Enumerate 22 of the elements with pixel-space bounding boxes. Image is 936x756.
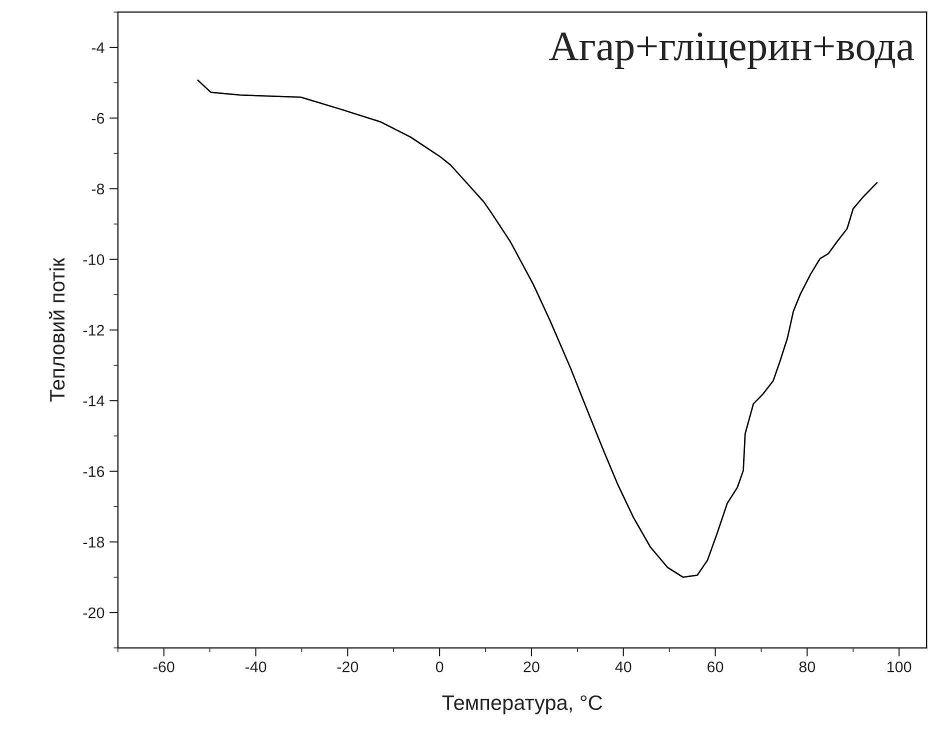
x-tick-label: 0 xyxy=(436,661,444,672)
y-tick-label: -16 xyxy=(83,466,104,477)
x-axis-title: Температура, °C xyxy=(442,695,602,714)
y-tick-label: -12 xyxy=(83,324,104,336)
x-tick-label: -40 xyxy=(245,661,266,672)
x-tick-label: 80 xyxy=(799,661,816,672)
x-tick-label: 60 xyxy=(708,661,724,672)
y-tick-label: -18 xyxy=(83,536,104,548)
line-series xyxy=(197,80,878,578)
x-tick-label: 40 xyxy=(615,661,632,672)
x-tick-label: -60 xyxy=(154,661,174,672)
y-tick-label: -14 xyxy=(83,396,104,406)
y-tick-label: -10 xyxy=(83,254,104,266)
x-tick-label: -20 xyxy=(337,661,358,672)
chart-title: Агар+гліцерин+вода xyxy=(549,32,914,69)
x-tick-label: 100 xyxy=(887,661,912,672)
y-tick-label: -8 xyxy=(92,184,104,194)
y-tick-label: -6 xyxy=(92,112,104,124)
y-tick-label: -20 xyxy=(83,607,104,618)
y-tick-label: -4 xyxy=(92,42,104,53)
x-tick-label: 20 xyxy=(524,661,540,672)
y-axis-title: Тепловий потік xyxy=(48,258,65,402)
